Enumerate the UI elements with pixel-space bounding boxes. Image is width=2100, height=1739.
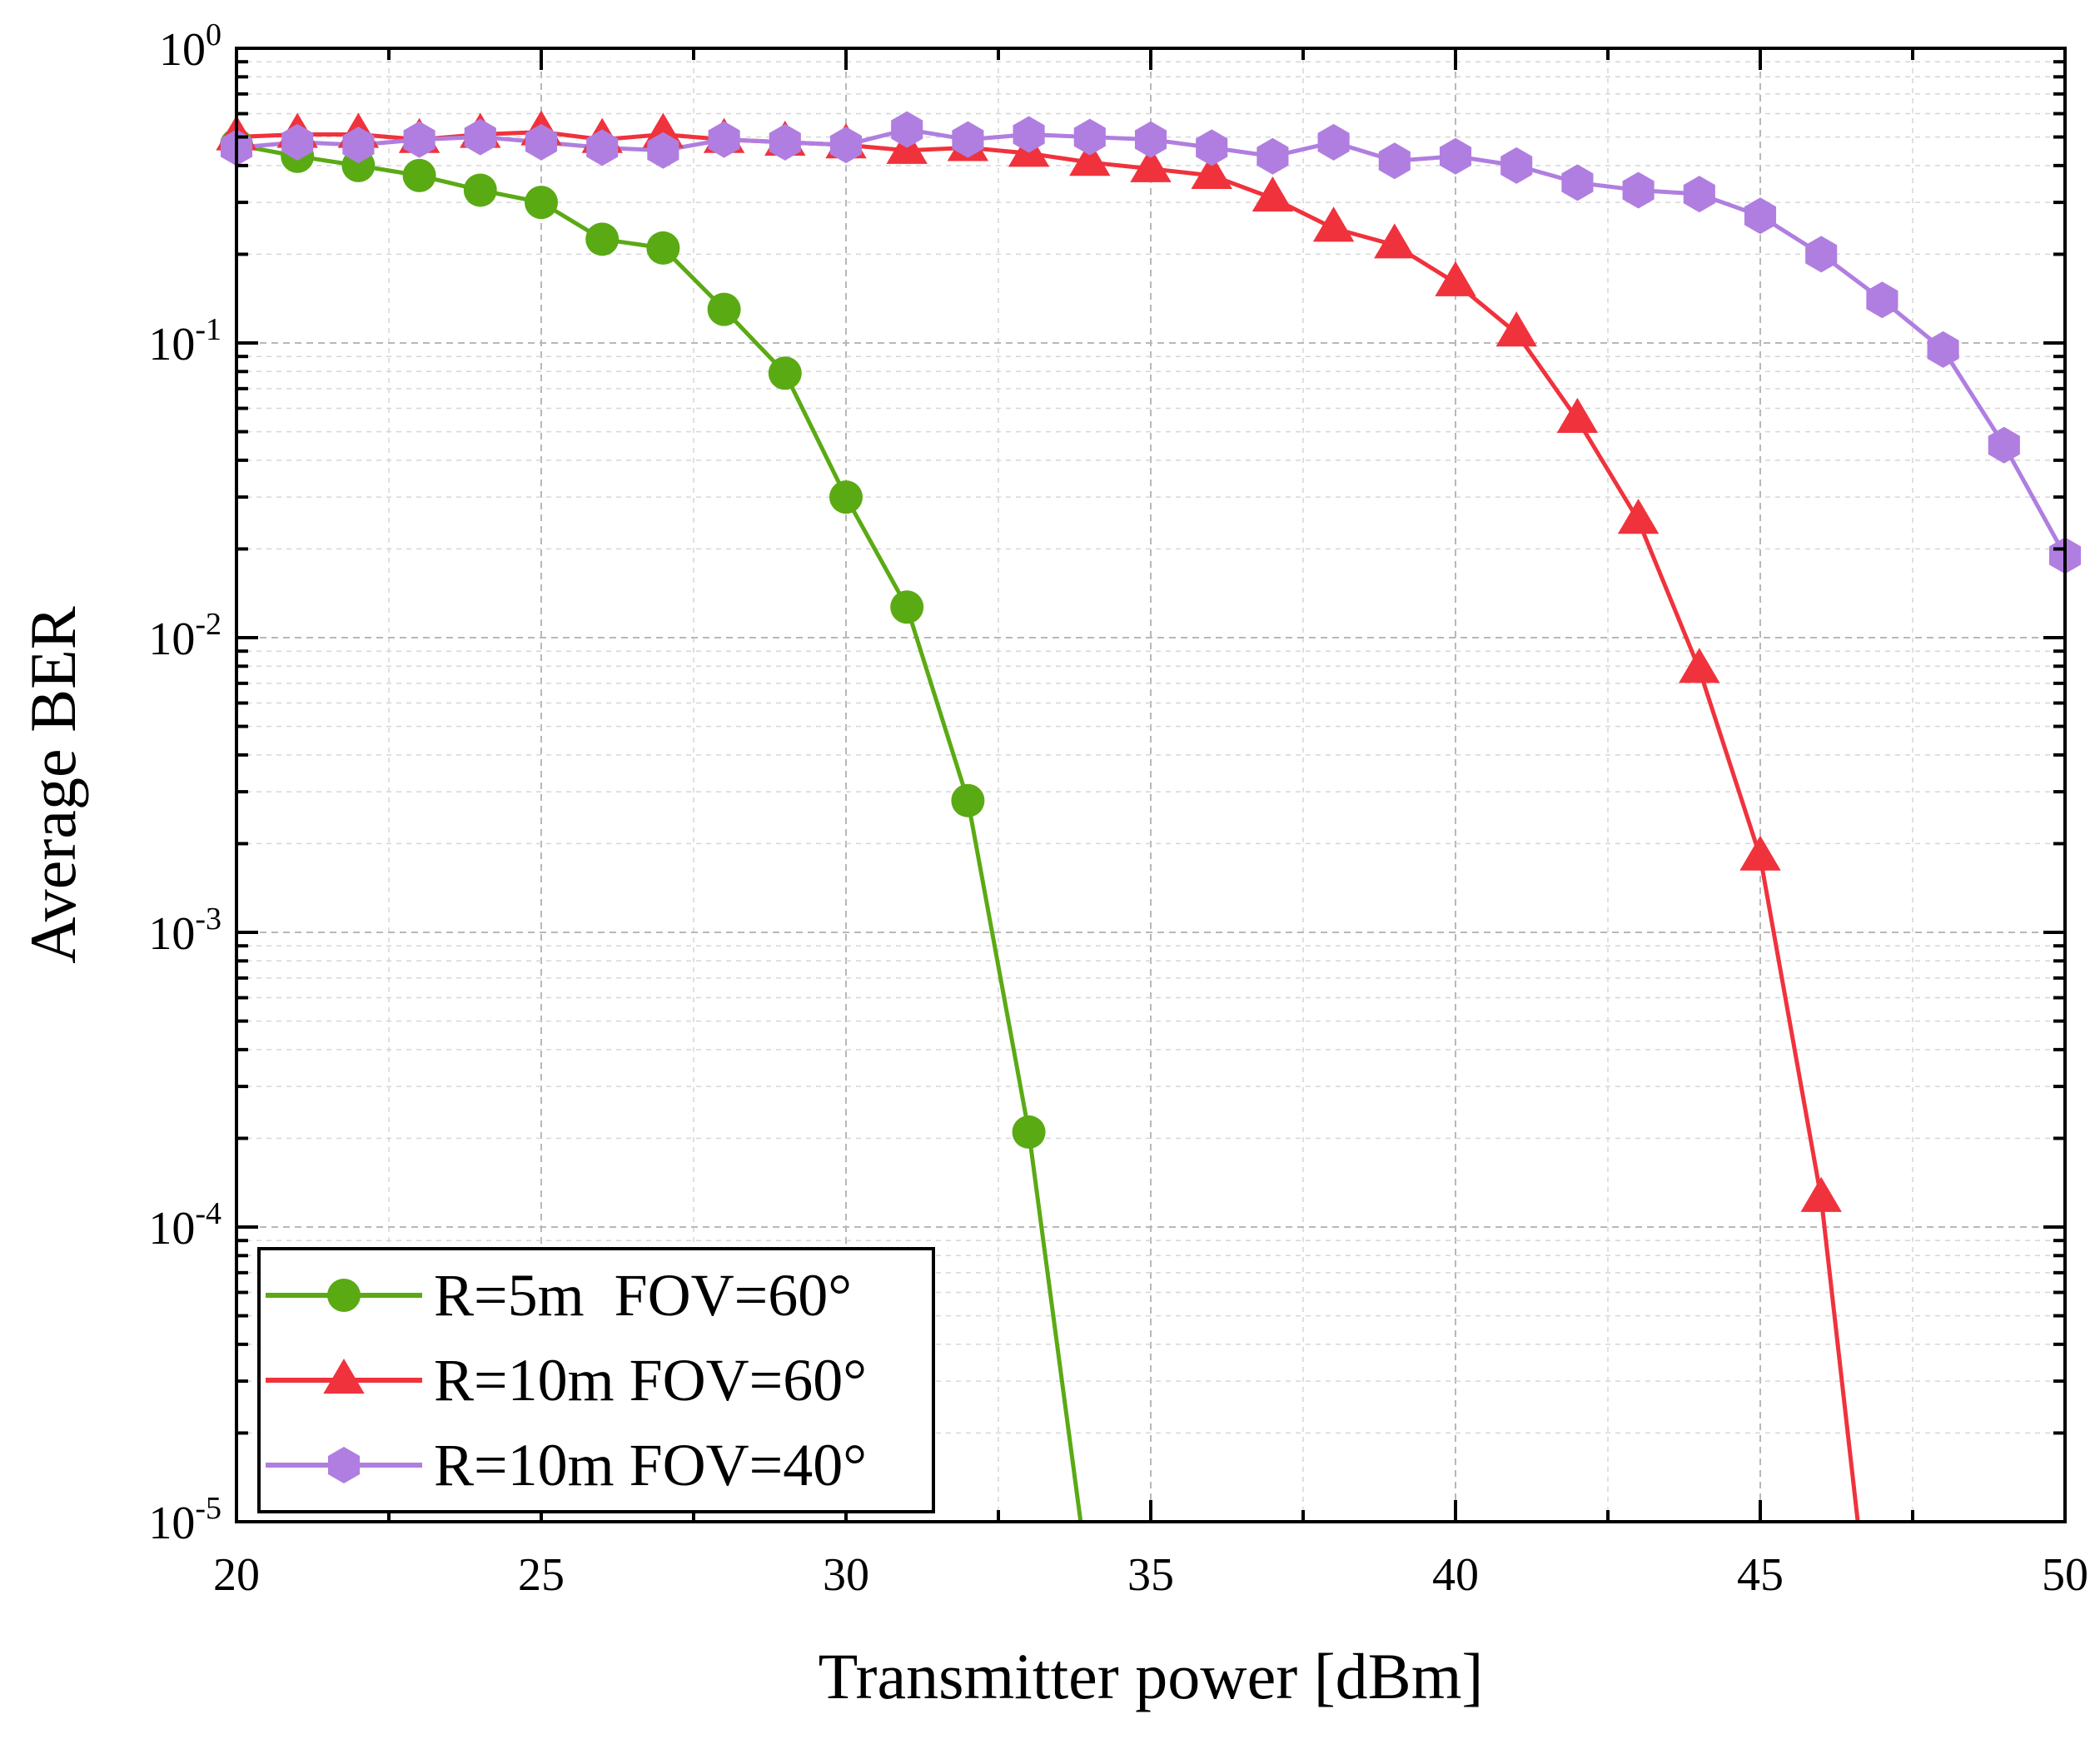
data-point-3 [403, 121, 435, 158]
data-point-3 [1317, 123, 1350, 161]
y-tick-base: 10 [159, 24, 206, 76]
data-point-2 [1130, 147, 1172, 182]
data-point-1 [768, 356, 802, 390]
x-tick-label: 40 [1432, 1549, 1479, 1601]
y-tick-label: 10-1 [148, 312, 221, 370]
marker-group [216, 110, 2082, 1212]
data-point-3 [1927, 330, 1959, 368]
data-point-2 [1495, 311, 1537, 347]
legend-marker-1 [327, 1279, 361, 1312]
y-axis-title: Average BER [17, 606, 89, 964]
x-tick-label: 25 [518, 1549, 565, 1601]
x-tick-label: 50 [2042, 1549, 2088, 1601]
data-point-1 [707, 292, 741, 326]
x-tick-label: 30 [823, 1549, 869, 1601]
data-point-3 [1500, 147, 1533, 184]
data-point-2 [1679, 648, 1720, 683]
y-tick-exponent: -3 [195, 902, 221, 937]
y-tick-base: 10 [148, 908, 195, 960]
legend-label-1: R=5m FOV=60° [434, 1262, 852, 1329]
y-tick-label: 100 [159, 17, 221, 76]
data-point-3 [1257, 137, 1289, 175]
data-point-3 [1073, 118, 1106, 156]
data-point-1 [585, 222, 620, 256]
y-tick-base: 10 [148, 319, 195, 370]
y-tick-label: 10-4 [148, 1196, 221, 1255]
legend-label-3: R=10m FOV=40° [434, 1432, 867, 1498]
y-tick-base: 10 [148, 614, 195, 665]
data-point-3 [1134, 121, 1167, 158]
data-point-1 [463, 173, 497, 207]
y-tick-label: 10-2 [148, 607, 221, 665]
data-point-2 [1374, 223, 1416, 259]
data-point-2 [1191, 153, 1232, 189]
data-point-3 [525, 123, 558, 161]
y-tick-exponent: -2 [195, 607, 221, 642]
data-point-3 [1866, 281, 1898, 319]
axis-ticks [235, 48, 2067, 1523]
data-point-3 [769, 123, 801, 161]
legend-marker-2 [323, 1359, 365, 1394]
legend-marker-3 [327, 1447, 361, 1483]
data-point-3 [464, 118, 496, 156]
data-point-2 [1556, 397, 1599, 434]
data-point-3 [1988, 426, 2020, 464]
data-point-1 [402, 158, 436, 192]
data-point-1 [890, 590, 924, 624]
y-tick-base: 10 [148, 1498, 195, 1549]
data-point-2 [1435, 261, 1476, 296]
data-point-3 [1744, 197, 1777, 235]
data-point-3 [281, 123, 314, 161]
data-point-3 [829, 127, 863, 164]
data-point-1 [525, 186, 558, 220]
data-point-3 [647, 132, 679, 169]
data-point-1 [951, 783, 985, 817]
data-point-2 [1252, 176, 1294, 212]
x-tick-labels: 20 25 30 35 40 45 50 [213, 1549, 2088, 1601]
data-point-3 [1622, 171, 1655, 209]
data-point-3 [342, 127, 375, 164]
legend: R=5m FOV=60° R=10m FOV=60° R=10m FOV=40° [257, 1247, 935, 1513]
y-tick-label: 10-5 [148, 1491, 221, 1549]
data-point-2 [1069, 141, 1111, 176]
y-tick-exponent: -1 [195, 312, 221, 347]
legend-label-2: R=10m FOV=60° [434, 1347, 867, 1414]
data-point-3 [1683, 176, 1715, 213]
data-point-3 [586, 129, 619, 166]
data-point-3 [708, 121, 740, 158]
series-line-2 [236, 130, 1860, 1522]
x-tick-label: 35 [1127, 1549, 1174, 1601]
y-tick-base: 10 [148, 1203, 195, 1255]
data-point-2 [1312, 206, 1355, 242]
data-point-3 [1013, 116, 1045, 153]
data-point-3 [952, 121, 984, 158]
data-point-3 [1378, 142, 1411, 180]
data-point-2 [1800, 1176, 1842, 1212]
y-tick-exponent: -4 [195, 1196, 221, 1231]
y-tick-exponent: 0 [206, 17, 221, 52]
x-tick-label: 20 [213, 1549, 260, 1601]
data-point-1 [829, 480, 863, 514]
data-point-3 [1561, 164, 1594, 201]
data-point-2 [1617, 499, 1660, 534]
data-point-3 [1805, 236, 1838, 273]
data-point-1 [646, 231, 680, 265]
data-point-1 [1012, 1115, 1046, 1149]
data-point-3 [891, 111, 923, 148]
data-point-3 [1196, 129, 1228, 166]
data-point-2 [1739, 835, 1781, 871]
x-axis-title: Transmitter power [dBm] [819, 1640, 1484, 1712]
y-tick-exponent: -5 [195, 1491, 221, 1526]
data-point-3 [1439, 137, 1472, 175]
y-tick-label: 10-3 [148, 902, 221, 960]
x-tick-label: 45 [1737, 1549, 1784, 1601]
